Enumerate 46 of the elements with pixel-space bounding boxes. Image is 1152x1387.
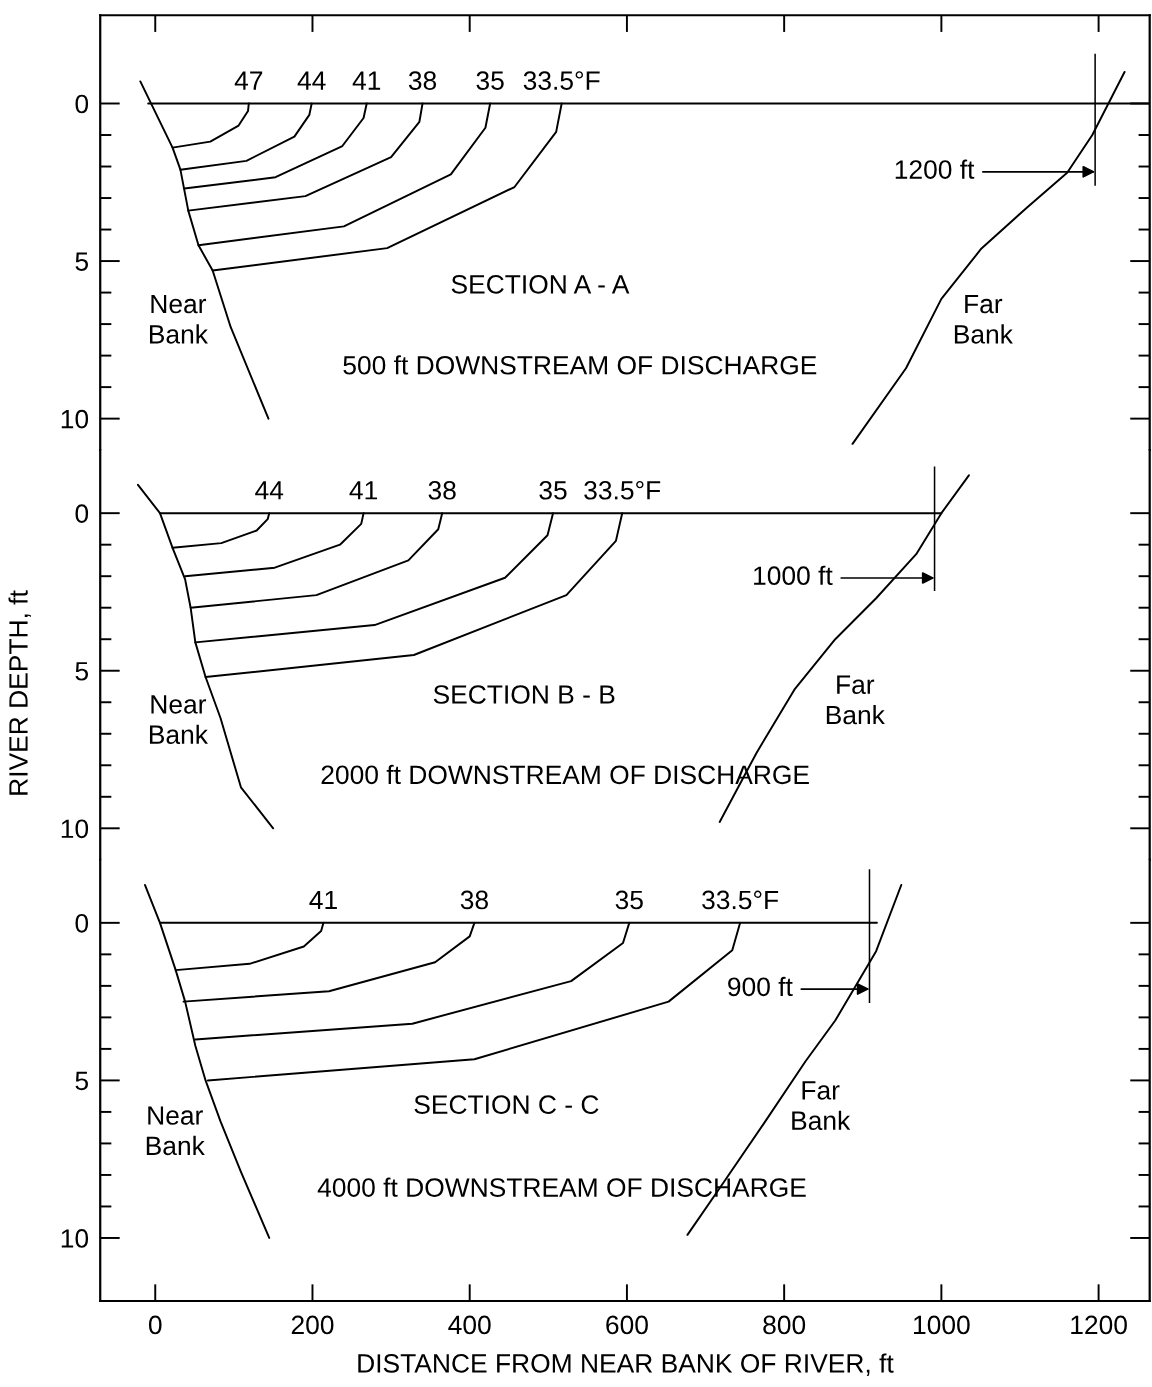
series-label: 33.5°F bbox=[584, 480, 661, 500]
text: SECTION A - A bbox=[451, 275, 630, 294]
series-label: 41 bbox=[349, 481, 377, 500]
annotation: Near Bank bbox=[149, 294, 208, 344]
y-tick-label: 5 bbox=[75, 252, 89, 271]
x-tick-label: 0 bbox=[148, 1315, 162, 1335]
annotation: 900 ft bbox=[728, 976, 793, 997]
x-tick-label: 600 bbox=[606, 1315, 648, 1335]
series-label: 44 bbox=[297, 71, 326, 90]
y-tick-label: 10 bbox=[61, 1229, 89, 1248]
series-label: 47 bbox=[234, 71, 263, 90]
y-tick-label: 0 bbox=[75, 94, 89, 114]
x-axis-title: DISTANCE FROM NEAR BANK OF RIVER, ft bbox=[358, 1353, 894, 1376]
x-tick-label: 1200 bbox=[1071, 1315, 1127, 1335]
series-label: 35 bbox=[615, 890, 643, 910]
annotation: Far Bank bbox=[826, 675, 885, 725]
series-label: 35 bbox=[539, 480, 567, 500]
annotation: 1000 ft bbox=[754, 565, 833, 586]
y-tick-label: 5 bbox=[75, 1071, 89, 1091]
series-label: 35 bbox=[476, 71, 504, 90]
annotation: Far Bank bbox=[954, 294, 1013, 344]
y-tick-label: 5 bbox=[75, 662, 89, 681]
y-tick-label: 10 bbox=[61, 819, 89, 839]
y-axis-title: RIVER DEPTH, ft bbox=[8, 590, 31, 795]
y-tick-label: 0 bbox=[75, 913, 89, 933]
series-label: 38 bbox=[460, 890, 488, 910]
series-label: 41 bbox=[309, 890, 337, 910]
text: 500 ft DOWNSTREAM OF DISCHARGE bbox=[343, 355, 817, 375]
text: SECTION C - C bbox=[414, 1095, 599, 1114]
annotation: Near Bank bbox=[149, 695, 208, 745]
x-tick-label: 1000 bbox=[914, 1315, 970, 1335]
x-tick-label: 400 bbox=[448, 1315, 491, 1335]
series-label: 44 bbox=[255, 481, 284, 500]
series-label: 33.5°F bbox=[523, 71, 600, 90]
series-label: 38 bbox=[408, 71, 437, 90]
series-label: 38 bbox=[428, 480, 456, 500]
annotation: Far Bank bbox=[792, 1081, 851, 1131]
x-tick-label: 200 bbox=[291, 1315, 334, 1335]
annotation: 1200 ft bbox=[895, 159, 975, 179]
series-label: 33.5°F bbox=[702, 890, 779, 910]
annotation: Near Bank bbox=[146, 1106, 205, 1156]
x-tick-label: 800 bbox=[763, 1315, 806, 1335]
y-tick-label: 0 bbox=[75, 504, 89, 523]
y-tick-label: 10 bbox=[61, 409, 89, 429]
series-label: 41 bbox=[352, 71, 381, 90]
text: SECTION B - B bbox=[433, 685, 615, 704]
